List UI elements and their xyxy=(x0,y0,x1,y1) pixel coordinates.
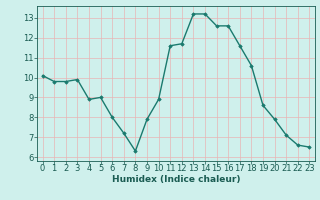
X-axis label: Humidex (Indice chaleur): Humidex (Indice chaleur) xyxy=(112,175,240,184)
